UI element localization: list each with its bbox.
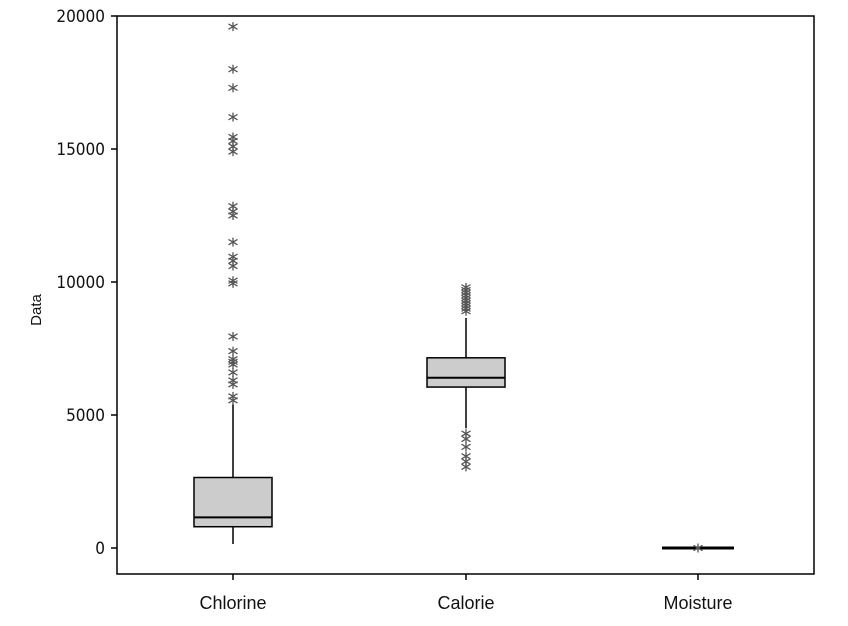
outlier-stroke [693, 544, 703, 552]
outlier-stroke [228, 277, 238, 284]
outlier-stroke [461, 430, 471, 437]
outlier-stroke [228, 333, 238, 340]
outlier-point [228, 237, 238, 247]
x-axis: Chlorine Calorie Moisture [199, 574, 733, 613]
box-moisture [662, 543, 734, 553]
iqr-box [193, 476, 273, 528]
outlier-stroke [228, 355, 238, 363]
outlier-stroke [228, 393, 238, 400]
outlier-stroke [228, 148, 238, 155]
outlier-stroke [461, 435, 471, 443]
outlier-stroke [228, 202, 238, 210]
outlier-point [228, 201, 238, 211]
y-tick-label: 10000 [56, 273, 105, 293]
box-series [193, 22, 734, 553]
outlier-stroke [228, 113, 238, 121]
outlier-stroke [228, 65, 238, 73]
outlier-point [228, 83, 238, 93]
outlier-point [693, 543, 703, 553]
outlier-stroke [228, 133, 238, 141]
x-tick-label: Moisture [663, 593, 732, 613]
outlier-stroke [228, 347, 238, 355]
iqr-box [426, 357, 506, 388]
x-tick-label: Calorie [437, 593, 494, 613]
outlier-stroke [228, 143, 238, 150]
outlier-stroke [228, 84, 238, 92]
outlier-point [228, 64, 238, 74]
y-tick-label: 20000 [56, 7, 105, 27]
y-tick-label: 0 [95, 539, 105, 559]
outlier-point [228, 332, 238, 342]
y-tick-label: 15000 [56, 140, 105, 160]
outlier-point [228, 132, 238, 142]
outlier-point [461, 451, 471, 461]
outlier-point [228, 354, 238, 364]
box-calorie [426, 282, 506, 472]
x-tick-label: Chlorine [199, 593, 266, 613]
outlier-point [228, 112, 238, 122]
outlier-point [228, 22, 238, 32]
outlier-stroke [228, 23, 238, 30]
outlier-stroke [228, 238, 238, 246]
y-axis-label: Data [28, 294, 45, 326]
outlier-stroke [461, 284, 471, 291]
outlier-stroke [228, 253, 238, 260]
outlier-stroke [461, 452, 471, 460]
y-tick-label: 5000 [66, 406, 105, 426]
y-axis: 0 5000 10000 15000 20000 [56, 7, 117, 559]
outlier-stroke [461, 463, 471, 471]
outlier-stroke [461, 458, 471, 465]
outlier-point [461, 282, 471, 292]
outlier-point [461, 442, 471, 452]
outlier-point [228, 391, 238, 401]
outlier-point [228, 252, 238, 262]
outlier-stroke [461, 443, 471, 451]
outlier-stroke [228, 208, 238, 215]
outlier-point [228, 375, 238, 385]
outlier-point [228, 367, 238, 377]
outlier-point [228, 346, 238, 356]
outlier-point [228, 276, 238, 286]
outlier-stroke [228, 377, 238, 384]
box-chlorine [193, 22, 273, 545]
outlier-stroke [228, 262, 238, 270]
outlier-point [461, 429, 471, 439]
outlier-stroke [228, 369, 238, 376]
